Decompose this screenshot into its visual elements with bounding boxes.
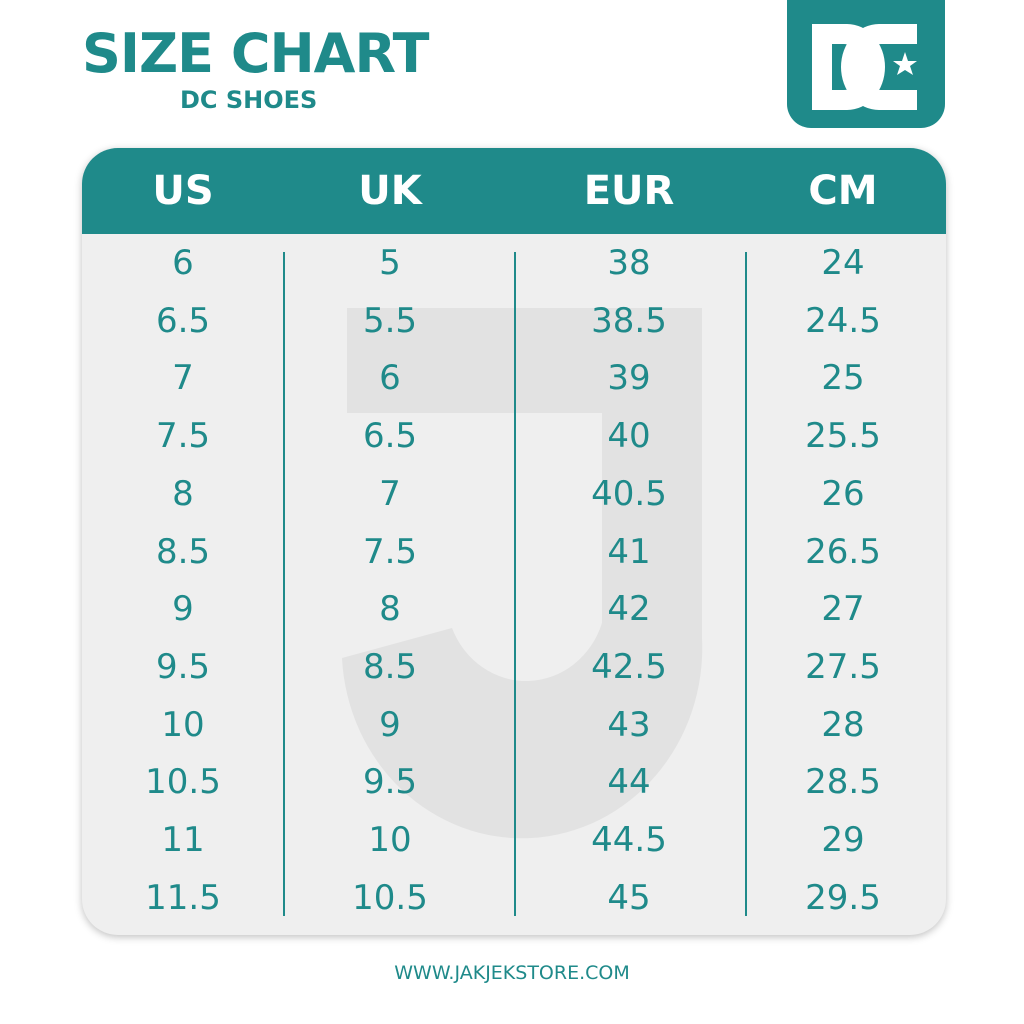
size-cell: 6.5	[362, 416, 418, 457]
size-cell: 24.5	[805, 300, 881, 341]
website: WWW.JAKJEKSTORE.COM	[394, 962, 630, 984]
size-cell: 5	[379, 243, 401, 283]
size-cell: 28	[821, 704, 865, 745]
size-cell: 26	[821, 473, 865, 514]
size-cell: 10.5	[145, 762, 221, 803]
size-table: US UK EUR CM 6 5 38 24 6.5 5.5 38.5 24.5 7 6 39 25 7.5 6…	[82, 148, 946, 935]
size-cell: 10	[368, 820, 412, 860]
column-divider	[514, 252, 516, 916]
size-cell: 10	[161, 704, 205, 745]
size-cell: 7.5	[155, 416, 211, 457]
size-cell: 8	[172, 473, 194, 514]
size-cell: 8	[379, 589, 401, 630]
size-cell: 42.5	[591, 646, 667, 687]
size-cell: 9	[379, 704, 401, 745]
size-cell: 44	[607, 762, 651, 803]
watermark	[342, 308, 703, 839]
size-cell: 39	[607, 358, 651, 399]
size-cell: 26.5	[805, 531, 881, 572]
size-cell: 11.5	[145, 877, 221, 918]
size-cell: 9.5	[155, 646, 211, 687]
size-cell: 44.5	[591, 820, 667, 860]
size-cell: 27	[821, 589, 865, 630]
title: SIZE CHART	[82, 22, 429, 85]
size-cell: 38	[607, 243, 651, 283]
size-cell: 7	[172, 358, 194, 399]
size-cell: 6	[172, 243, 194, 283]
size-cell: 6	[379, 358, 401, 399]
size-cell: 25.5	[805, 416, 881, 457]
column-divider	[283, 252, 285, 916]
size-cell: 29	[821, 820, 865, 860]
size-cell: 11	[161, 820, 205, 860]
size-cell: 9.5	[362, 762, 418, 803]
column-header: US	[152, 168, 214, 214]
size-cell: 6.5	[155, 300, 211, 341]
size-cell: 9	[172, 589, 194, 630]
size-cell: 38.5	[591, 300, 667, 341]
size-cell: 8.5	[362, 646, 418, 687]
logo	[787, 0, 945, 128]
size-cell: 8.5	[155, 531, 211, 572]
size-cell: 40.5	[591, 473, 667, 514]
size-cell: 41	[607, 531, 651, 572]
column-header: EUR	[583, 168, 675, 214]
size-cell: 7.5	[362, 531, 418, 572]
size-cell: 28.5	[805, 762, 881, 803]
size-cell: 42	[607, 589, 651, 630]
size-cell: 5.5	[362, 300, 418, 341]
logo-mark	[812, 24, 917, 110]
column-divider	[745, 252, 747, 916]
size-cell: 25	[821, 358, 865, 399]
size-cell: 43	[607, 704, 651, 745]
size-cell: 45	[607, 877, 651, 918]
size-cell: 40	[607, 416, 651, 457]
size-cell: 29.5	[805, 877, 881, 918]
subtitle: DC SHOES	[180, 86, 318, 114]
size-cell: 24	[821, 243, 865, 283]
size-cell: 10.5	[352, 877, 428, 918]
table-header: US UK EUR CM	[82, 148, 946, 234]
column-header: CM	[808, 168, 878, 214]
size-cell: 7	[379, 473, 401, 514]
column-header: UK	[358, 168, 422, 214]
size-cell: 27.5	[805, 646, 881, 687]
